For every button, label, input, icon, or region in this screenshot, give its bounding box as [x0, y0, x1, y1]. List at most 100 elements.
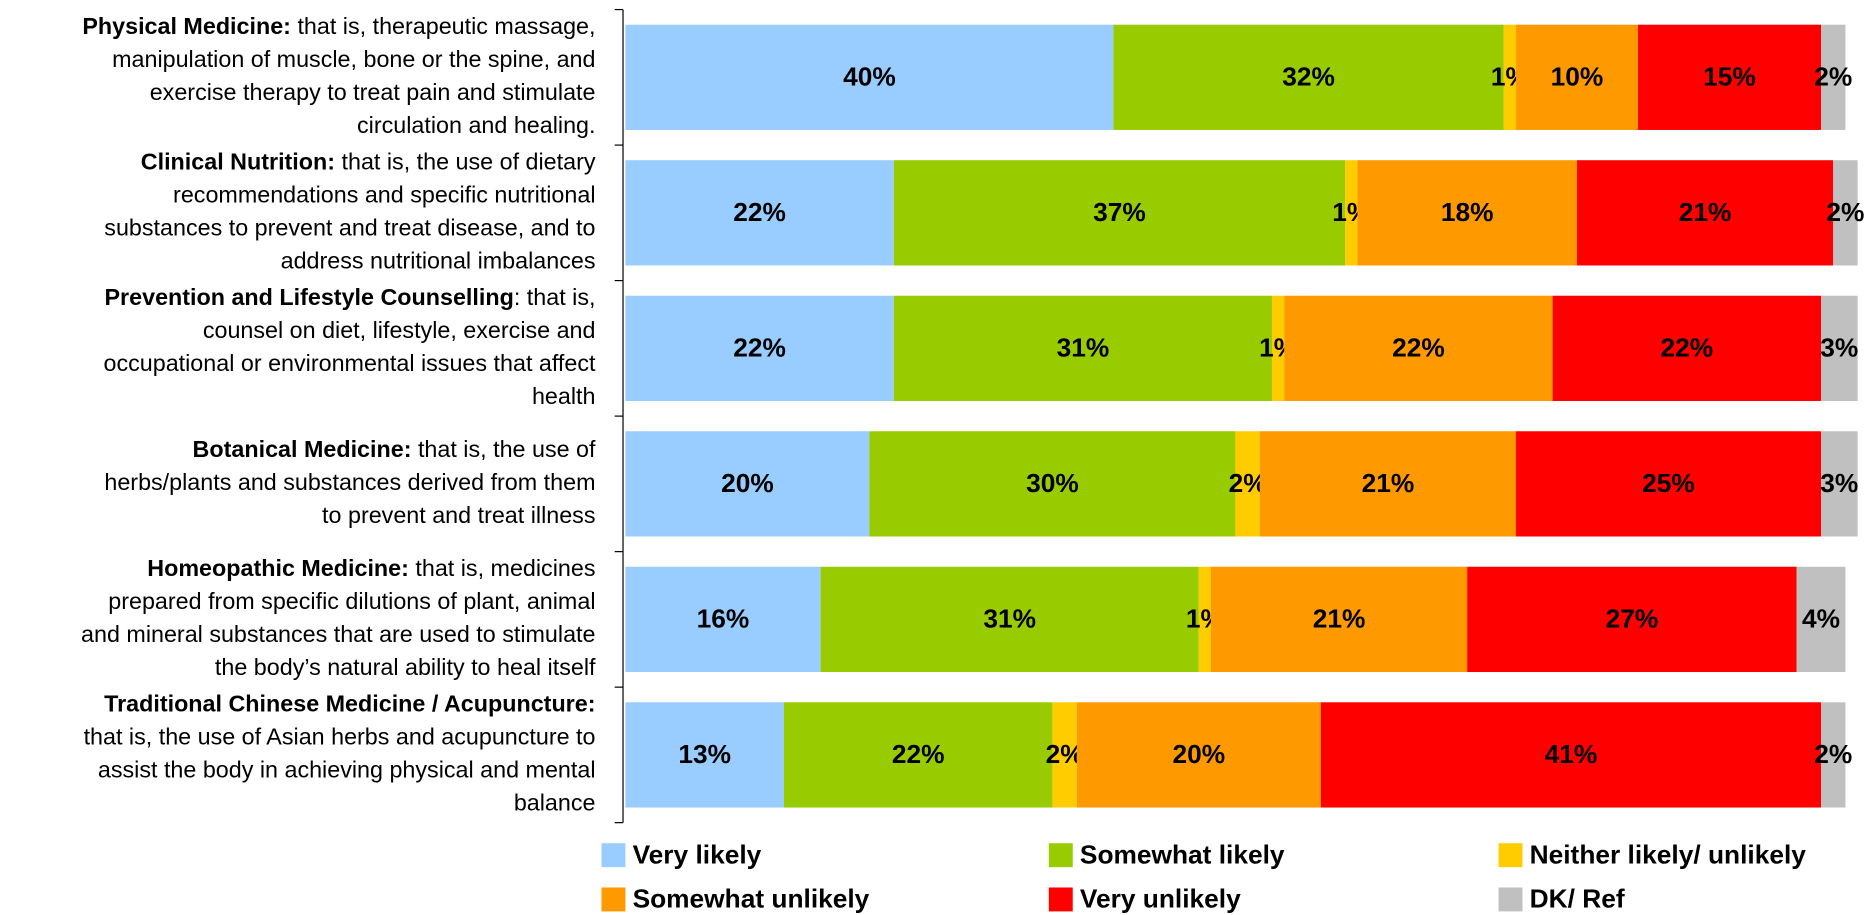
data-label: 40% — [843, 61, 896, 91]
bar-segment — [1821, 24, 1846, 130]
legend-label: Very unlikely — [1080, 884, 1241, 914]
category-description: health — [532, 383, 596, 409]
bar-segment — [1113, 24, 1504, 130]
bar-segment — [625, 702, 785, 808]
bar-segment — [1796, 566, 1846, 673]
data-label: 21% — [1679, 197, 1732, 227]
category-label: Clinical Nutrition: that is, the use of … — [141, 149, 596, 175]
category-description: and mineral substances that are used to … — [81, 621, 595, 647]
legend-label: Very likely — [633, 839, 762, 869]
category-description: prepared from specific dilutions of plan… — [108, 588, 595, 614]
bar-segment — [1357, 160, 1578, 266]
category-name: Clinical Nutrition: — [141, 149, 335, 175]
category-description: to prevent and treat illness — [322, 502, 595, 528]
category-label: Botanical Medicine: that is, the use of — [193, 436, 596, 462]
bar-segment — [1638, 24, 1822, 130]
data-label: 31% — [983, 604, 1036, 634]
data-label: 41% — [1545, 739, 1598, 769]
category-description: address nutritional imbalances — [281, 247, 596, 273]
category-description: that is, medicines — [409, 555, 596, 581]
legend-swatch — [1048, 843, 1073, 868]
category-label: Traditional Chinese Medicine / Acupunctu… — [104, 691, 595, 717]
category-description: : that is, — [514, 284, 596, 310]
category-description: that is, the use of dietary — [335, 149, 596, 175]
bar-segment — [893, 295, 1273, 401]
data-label: 13% — [678, 739, 731, 769]
data-label: 18% — [1441, 197, 1494, 227]
bar-segment — [625, 160, 894, 266]
bar-segment — [625, 24, 1114, 130]
bar-segment — [820, 566, 1199, 673]
data-label: 2% — [1814, 739, 1852, 769]
bar-segment — [1577, 160, 1834, 266]
data-label: 10% — [1551, 61, 1604, 91]
category-label: Homeopathic Medicine: that is, medicines — [147, 555, 595, 581]
bar-segment — [1052, 702, 1077, 808]
category-name: Homeopathic Medicine: — [147, 555, 409, 581]
category-description: that is, therapeutic massage, — [291, 13, 596, 39]
bar-segment — [1345, 160, 1358, 266]
category-description: assist the body in achieving physical an… — [98, 757, 596, 783]
category-description: the body’s natural ability to heal itsel… — [215, 654, 596, 680]
bar-segment — [1821, 702, 1846, 808]
bar-segment — [1272, 295, 1285, 401]
category-description: circulation and healing. — [357, 112, 595, 138]
bar-segment — [1833, 160, 1858, 266]
category-name: Traditional Chinese Medicine / Acupunctu… — [104, 691, 595, 717]
category-name: Physical Medicine: — [82, 13, 291, 39]
legend-swatch — [601, 843, 626, 868]
data-label: 22% — [892, 739, 945, 769]
legend-label: Neither likely/ unlikely — [1530, 839, 1807, 869]
bar-segment — [1516, 24, 1639, 130]
category-name: Prevention and Lifestyle Counselling — [105, 284, 514, 310]
data-label: 3% — [1820, 333, 1858, 363]
legend-swatch — [1048, 887, 1073, 912]
legend-swatch — [1498, 887, 1523, 912]
data-label: 3% — [1820, 468, 1858, 498]
category-description: that is, the use of Asian herbs and acup… — [84, 724, 596, 750]
data-label: 27% — [1606, 604, 1659, 634]
category-label: Prevention and Lifestyle Counselling: th… — [105, 284, 596, 310]
bar-segment — [784, 702, 1053, 808]
data-label: 25% — [1642, 468, 1695, 498]
category-description: herbs/plants and substances derived from… — [104, 469, 595, 495]
data-label: 22% — [733, 197, 786, 227]
category-label: Physical Medicine: that is, therapeutic … — [82, 13, 595, 39]
data-label: 21% — [1362, 468, 1415, 498]
bar-segment — [1467, 566, 1797, 673]
bar-segment — [1320, 702, 1822, 808]
data-label: 31% — [1057, 333, 1110, 363]
category-description: occupational or environmental issues tha… — [103, 350, 596, 376]
bar-segment — [893, 160, 1346, 266]
data-label: 30% — [1026, 468, 1079, 498]
data-label: 37% — [1093, 197, 1146, 227]
category-description: counsel on diet, lifestyle, exercise and — [203, 317, 596, 343]
data-label: 22% — [733, 333, 786, 363]
data-label: 22% — [1660, 333, 1713, 363]
bar-segment — [1235, 431, 1260, 537]
data-label: 22% — [1392, 333, 1445, 363]
category-description: that is, the use of — [411, 436, 596, 462]
bar-segment — [1198, 566, 1212, 673]
bar-segment — [625, 566, 821, 673]
bar-segment — [869, 431, 1236, 537]
legend-label: Somewhat likely — [1080, 839, 1285, 869]
data-label: 2% — [1814, 61, 1852, 91]
category-description: exercise therapy to treat pain and stimu… — [150, 79, 596, 105]
category-description: recommendations and specific nutritional — [173, 182, 595, 208]
legend-label: Somewhat unlikely — [633, 884, 870, 914]
bar-segment — [1821, 295, 1858, 401]
bar-segment — [1516, 431, 1822, 537]
data-label: 32% — [1282, 61, 1335, 91]
data-label: 20% — [1172, 739, 1225, 769]
bar-segment — [1821, 431, 1858, 537]
legend-label: DK/ Ref — [1530, 884, 1625, 914]
category-description: substances to prevent and treat disease,… — [104, 214, 595, 240]
data-label: 20% — [721, 468, 774, 498]
bar-segment — [1211, 566, 1468, 673]
bar-segment — [1552, 295, 1822, 401]
data-label: 4% — [1802, 604, 1840, 634]
bar-segment — [625, 431, 870, 537]
bar-segment — [1284, 295, 1553, 401]
